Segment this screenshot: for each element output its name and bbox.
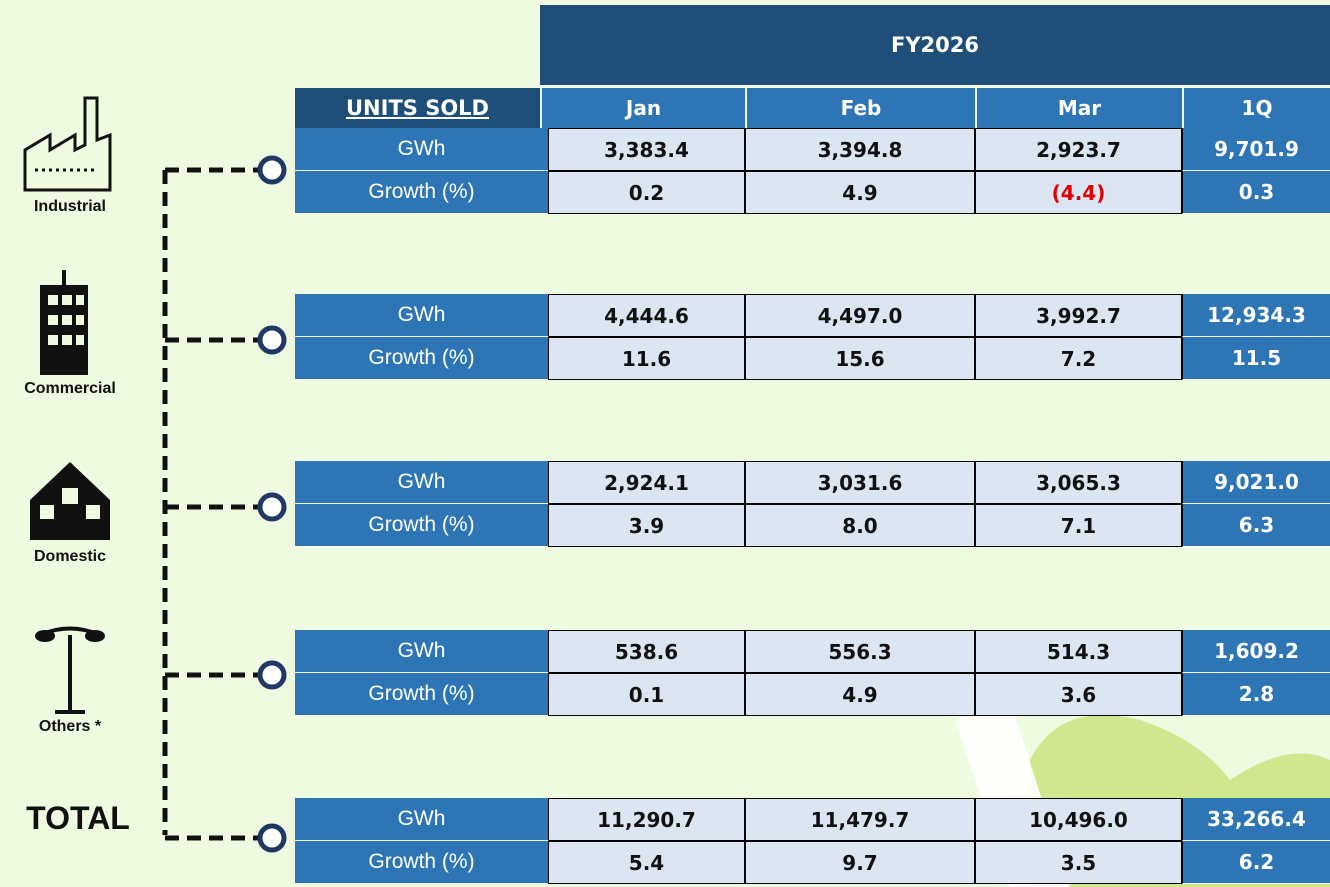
- column-header: Feb: [745, 88, 975, 128]
- value-cell: 3.9: [548, 504, 745, 547]
- value-cell: 0.3: [1182, 171, 1330, 214]
- value-cell: 6.2: [1182, 841, 1330, 884]
- value-cell: 538.6: [548, 630, 745, 673]
- section-label: Industrial: [0, 198, 140, 216]
- value-cell: 4,497.0: [745, 294, 975, 337]
- value-cell: 7.2: [975, 337, 1182, 380]
- value-cell: 33,266.4: [1182, 798, 1330, 841]
- value-cell: 0.1: [548, 673, 745, 716]
- value-cell: 9,701.9: [1182, 128, 1330, 171]
- value-cell: 514.3: [975, 630, 1182, 673]
- value-cell: 11,479.7: [745, 798, 975, 841]
- value-cell: 3.5: [975, 841, 1182, 884]
- slide: FY2026 UNITS SOLD JanFebMar1Q Industrial G…: [0, 0, 1330, 887]
- section-label: Others *: [0, 718, 140, 736]
- value-cell: 10,496.0: [975, 798, 1182, 841]
- column-header: Mar: [975, 88, 1182, 128]
- value-cell: 3,394.8: [745, 128, 975, 171]
- section-label: Domestic: [0, 548, 140, 566]
- metric-label: GWh: [295, 461, 548, 504]
- fiscal-year-header: FY2026: [540, 5, 1330, 85]
- section-label: Commercial: [0, 380, 140, 398]
- value-cell: 12,934.3: [1182, 294, 1330, 337]
- value-cell: 556.3: [745, 630, 975, 673]
- units-header: UNITS SOLD: [295, 88, 540, 128]
- value-cell: 2,923.7: [975, 128, 1182, 171]
- value-cell: 4,444.6: [548, 294, 745, 337]
- metric-label: GWh: [295, 128, 548, 171]
- metric-label: GWh: [295, 798, 548, 841]
- value-cell: 11,290.7: [548, 798, 745, 841]
- metric-label: GWh: [295, 630, 548, 673]
- metric-label: Growth (%): [295, 504, 548, 547]
- metric-label: Growth (%): [295, 171, 548, 214]
- value-cell: 6.3: [1182, 504, 1330, 547]
- value-cell: 3,031.6: [745, 461, 975, 504]
- metric-label: GWh: [295, 294, 548, 337]
- column-header: Jan: [540, 88, 745, 128]
- value-cell: 4.9: [745, 171, 975, 214]
- metric-label: Growth (%): [295, 841, 548, 884]
- value-cell: 4.9: [745, 673, 975, 716]
- value-cell: 7.1: [975, 504, 1182, 547]
- value-cell: 0.2: [548, 171, 745, 214]
- value-cell: 8.0: [745, 504, 975, 547]
- value-cell: 3,383.4: [548, 128, 745, 171]
- value-cell: 9,021.0: [1182, 461, 1330, 504]
- value-cell: 11.6: [548, 337, 745, 380]
- value-cell: 1,609.2: [1182, 630, 1330, 673]
- value-cell: 15.6: [745, 337, 975, 380]
- value-cell: 3.6: [975, 673, 1182, 716]
- column-header: 1Q: [1182, 88, 1330, 128]
- metric-label: Growth (%): [295, 337, 548, 380]
- value-cell: (4.4): [975, 171, 1182, 214]
- value-cell: 3,065.3: [975, 461, 1182, 504]
- value-cell: 3,992.7: [975, 294, 1182, 337]
- value-cell: 9.7: [745, 841, 975, 884]
- value-cell: 2.8: [1182, 673, 1330, 716]
- section-label: TOTAL: [8, 800, 148, 837]
- metric-label: Growth (%): [295, 673, 548, 716]
- value-cell: 2,924.1: [548, 461, 745, 504]
- value-cell: 11.5: [1182, 337, 1330, 380]
- value-cell: 5.4: [548, 841, 745, 884]
